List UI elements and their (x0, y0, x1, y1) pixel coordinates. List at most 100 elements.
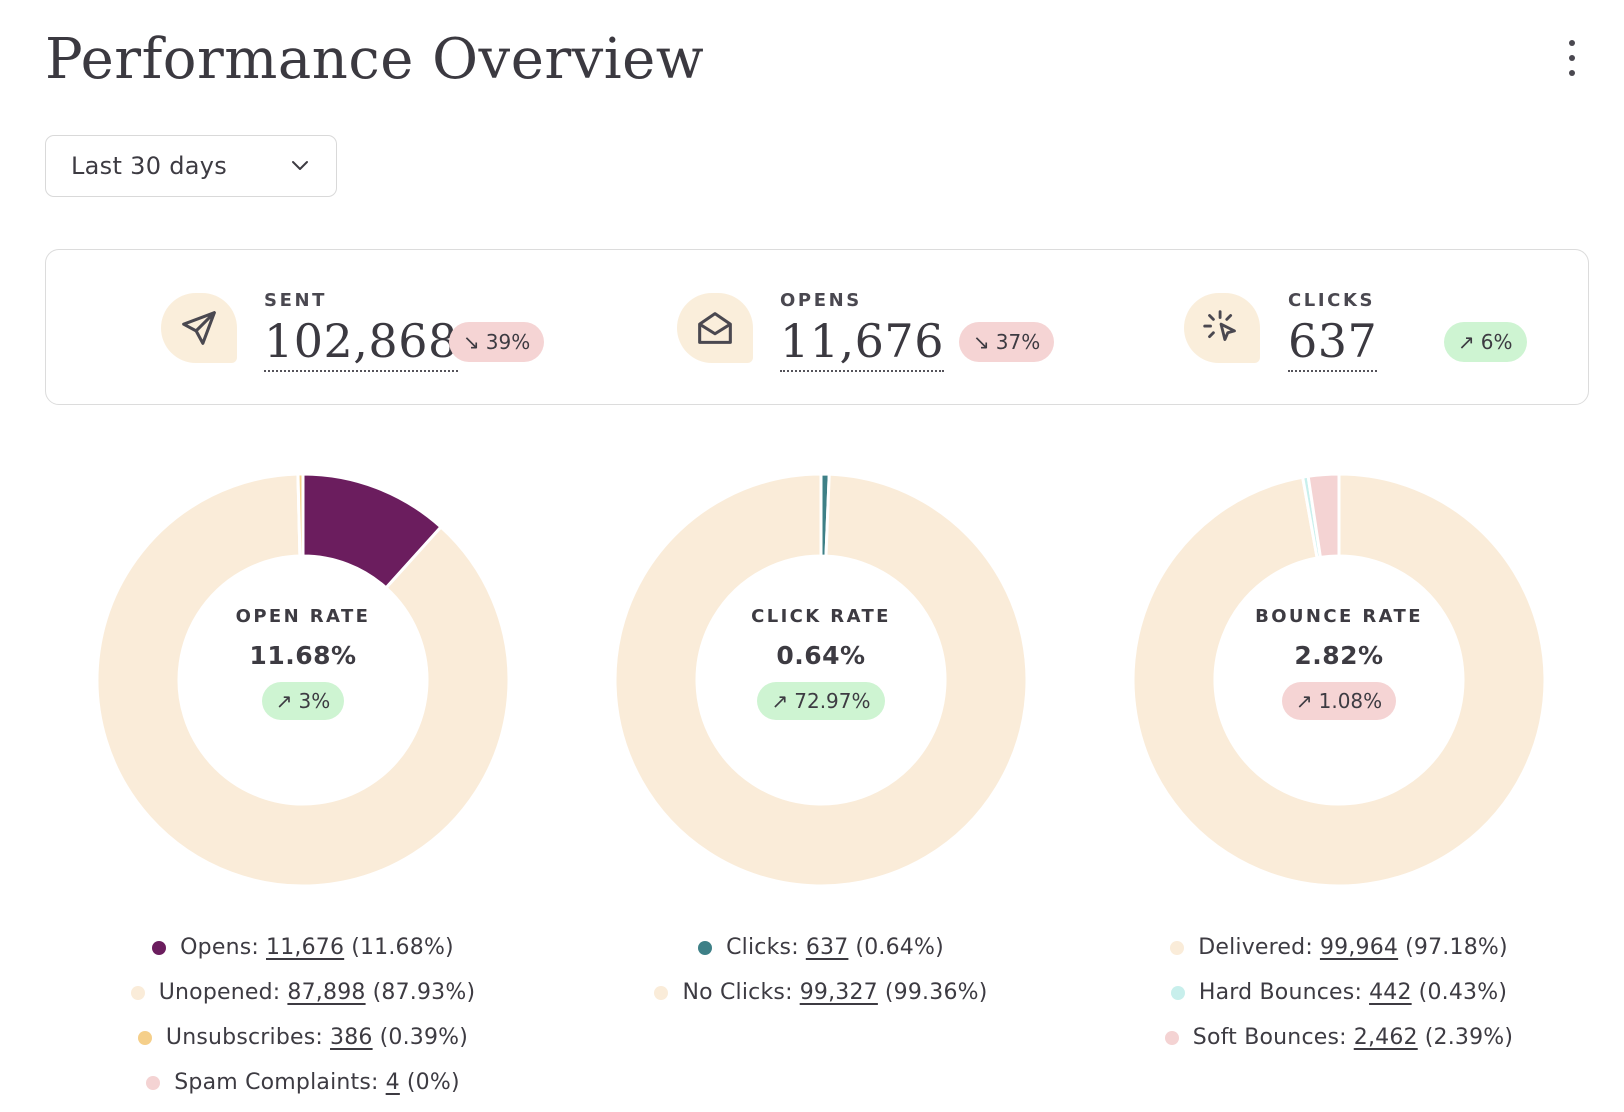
legend-count-link[interactable]: 2,462 (1353, 1025, 1418, 1050)
legend-percent: (11.68%) (351, 935, 454, 960)
legend-count-link[interactable]: 637 (805, 935, 849, 960)
bounce-rate-donut-svg (1131, 472, 1547, 888)
donut-center: BOUNCE RATE 2.82% ↗ 1.08% (1129, 470, 1549, 890)
legend-count-link[interactable]: 11,676 (266, 935, 345, 960)
change-value: 3% (298, 689, 331, 713)
legend-count-link[interactable]: 99,964 (1319, 935, 1399, 960)
legend-percent: (0.43%) (1418, 980, 1508, 1005)
legend-item-unsubscribes: Unsubscribes: 386 (0.39%) (43, 1015, 563, 1060)
legend-dot-icon (1164, 1030, 1179, 1045)
stats-card: SENT 102,868 ↘ 39% OPENS 11,676 ↘ 37% (45, 249, 1589, 405)
donut-slice-soft-bounces[interactable] (1306, 472, 1341, 560)
kebab-dot (1569, 55, 1575, 61)
change-value: 6% (1480, 330, 1513, 354)
legend-label: Clicks: (726, 935, 799, 960)
click-rate-donut-svg (613, 472, 1029, 888)
donut-slice-unsubscribes[interactable] (296, 472, 305, 558)
legend-count-link[interactable]: 87,898 (287, 980, 366, 1005)
change-value: 1.08% (1318, 689, 1383, 713)
legend-percent: (0.64%) (855, 935, 944, 960)
legend-percent: (87.93%) (372, 980, 476, 1005)
stat-label: SENT (264, 290, 328, 311)
change-badge: ↗ 1.08% (1281, 682, 1397, 720)
stat-icon-wrap (161, 293, 237, 363)
legend-item-clicks: Clicks: 637 (0.64%) (561, 925, 1081, 970)
legend-dot-icon (130, 985, 145, 1000)
legend-label: Soft Bounces: (1192, 1025, 1347, 1050)
legend-count-link[interactable]: 386 (330, 1025, 373, 1050)
donut-slice-no-clicks[interactable] (613, 472, 1029, 888)
change-value: 37% (995, 330, 1041, 354)
date-range-value: Last 30 days (71, 152, 228, 180)
legend-dot-icon (654, 985, 669, 1000)
arrow-up-right-icon: ↗ (771, 689, 789, 713)
legend-label: Unsubscribes: (165, 1025, 324, 1050)
donut-center: OPEN RATE 11.68% ↗ 3% (93, 470, 513, 890)
legend-item-opens: Opens: 11,676 (11.68%) (43, 925, 563, 970)
donut-slice-unopened[interactable] (95, 472, 511, 888)
chart-center-value: 0.64% (776, 641, 866, 670)
legend-count-link[interactable]: 4 (385, 1070, 400, 1095)
stat-clicks: CLICKS 637 ↗ 6% (1076, 250, 1586, 406)
chart-title: OPEN RATE (235, 606, 371, 627)
legend-item-spam-complaints: Spam Complaints: 4 (0%) (43, 1060, 563, 1105)
change-badge: ↘ 39% (449, 322, 545, 362)
arrow-up-right-icon: ↗ (1295, 689, 1313, 713)
paper-plane-icon (182, 311, 216, 345)
legend-dot-icon (1170, 985, 1185, 1000)
arrow-up-right-icon: ↗ (1458, 330, 1475, 354)
kebab-dot (1569, 70, 1575, 76)
chart-center-value: 2.82% (1294, 641, 1384, 670)
legend-percent: (0.39%) (379, 1025, 469, 1050)
page-title: Performance Overview (45, 27, 705, 92)
legend-item-soft-bounces: Soft Bounces: 2,462 (2.39%) (1079, 1015, 1599, 1060)
change-value: 72.97% (794, 689, 871, 713)
legend-label: Spam Complaints: (174, 1070, 379, 1095)
stat-label: CLICKS (1288, 290, 1376, 311)
open-rate-donut-svg (95, 472, 511, 888)
legend-dot-icon (137, 1030, 152, 1045)
date-range-select[interactable]: Last 30 days (45, 135, 337, 197)
stat-value[interactable]: 11,676 (780, 312, 944, 372)
donut-open-rate: OPEN RATE 11.68% ↗ 3% (93, 470, 513, 890)
change-badge: ↗ 3% (261, 682, 345, 720)
change-badge: ↘ 37% (959, 322, 1055, 362)
stat-value[interactable]: 637 (1288, 312, 1378, 372)
legend-item-delivered: Delivered: 99,964 (97.18%) (1079, 925, 1599, 970)
legend-label: Opens: (180, 935, 259, 960)
legend-count-link[interactable]: 99,327 (799, 980, 878, 1005)
arrow-down-right-icon: ↘ (463, 330, 480, 354)
chart-title: BOUNCE RATE (1255, 606, 1423, 627)
chart-center-value: 11.68% (249, 641, 357, 670)
donut-slice-delivered[interactable] (1131, 472, 1547, 888)
legend-dot-icon (146, 1075, 161, 1090)
legend-dot-icon (152, 940, 167, 955)
legend-item-no-clicks: No Clicks: 99,327 (99.36%) (561, 970, 1081, 1015)
stat-sent: SENT 102,868 ↘ 39% (46, 250, 566, 406)
open-envelope-icon (698, 312, 732, 344)
arrow-up-right-icon: ↗ (275, 689, 293, 713)
stat-label: OPENS (780, 290, 862, 311)
legend-label: No Clicks: (682, 980, 793, 1005)
change-badge: ↗ 6% (1444, 322, 1527, 362)
legend-percent: (99.36%) (884, 980, 988, 1005)
change-value: 39% (485, 330, 531, 354)
legend-label: Unopened: (158, 980, 281, 1005)
cursor-click-icon (1203, 310, 1236, 341)
change-badge: ↗ 72.97% (757, 682, 885, 720)
legend-dot-icon (698, 940, 713, 955)
stat-icon-wrap (1184, 293, 1260, 363)
kebab-vertical-icon[interactable] (1564, 40, 1580, 76)
legend-label: Hard Bounces: (1198, 980, 1363, 1005)
bounce-rate-legend: Delivered: 99,964 (97.18%) Hard Bounces: 442… (1079, 925, 1599, 1060)
donut-center: CLICK RATE 0.64% ↗ 72.97% (611, 470, 1031, 890)
stat-value[interactable]: 102,868 (264, 312, 458, 372)
legend-item-unopened: Unopened: 87,898 (87.93%) (43, 970, 563, 1015)
legend-count-link[interactable]: 442 (1369, 980, 1412, 1005)
legend-percent: (0%) (406, 1070, 460, 1095)
stat-opens: OPENS 11,676 ↘ 37% (566, 250, 1076, 406)
donut-click-rate: CLICK RATE 0.64% ↗ 72.97% (611, 470, 1031, 890)
legend-item-hard-bounces: Hard Bounces: 442 (0.43%) (1079, 970, 1599, 1015)
click-rate-legend: Clicks: 637 (0.64%) No Clicks: 99,327 (99.36%… (561, 925, 1081, 1015)
open-rate-legend: Opens: 11,676 (11.68%) Unopened: 87,898 (87.9… (43, 925, 563, 1105)
